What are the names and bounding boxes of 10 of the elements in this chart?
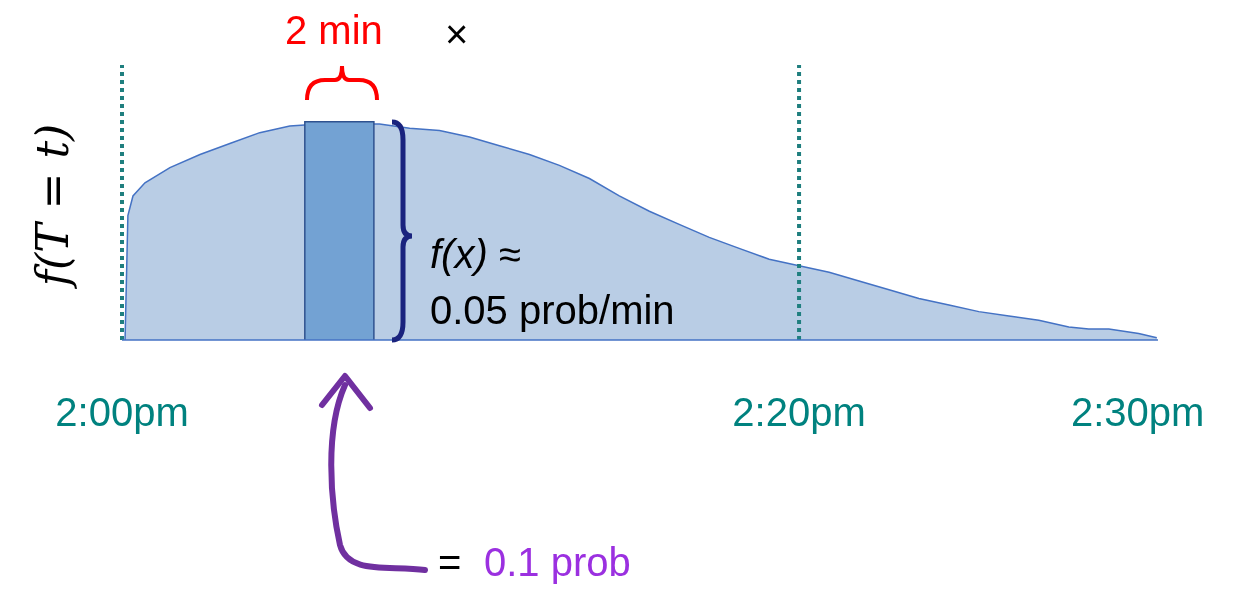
annotation: f(x) ≈ bbox=[430, 232, 521, 277]
annotation: 0.05 prob/min bbox=[430, 288, 675, 333]
y-axis-title: f(T = t) bbox=[26, 123, 78, 287]
text: = bbox=[438, 540, 462, 585]
x-tick-label: 2:00pm bbox=[55, 390, 189, 434]
x-tick-label: 2:20pm bbox=[732, 390, 866, 434]
text: 2 min bbox=[285, 8, 383, 53]
text: × bbox=[445, 12, 469, 57]
text: 0.1 prob bbox=[484, 540, 631, 585]
x-tick-label: 2:30pm bbox=[1070, 390, 1205, 434]
